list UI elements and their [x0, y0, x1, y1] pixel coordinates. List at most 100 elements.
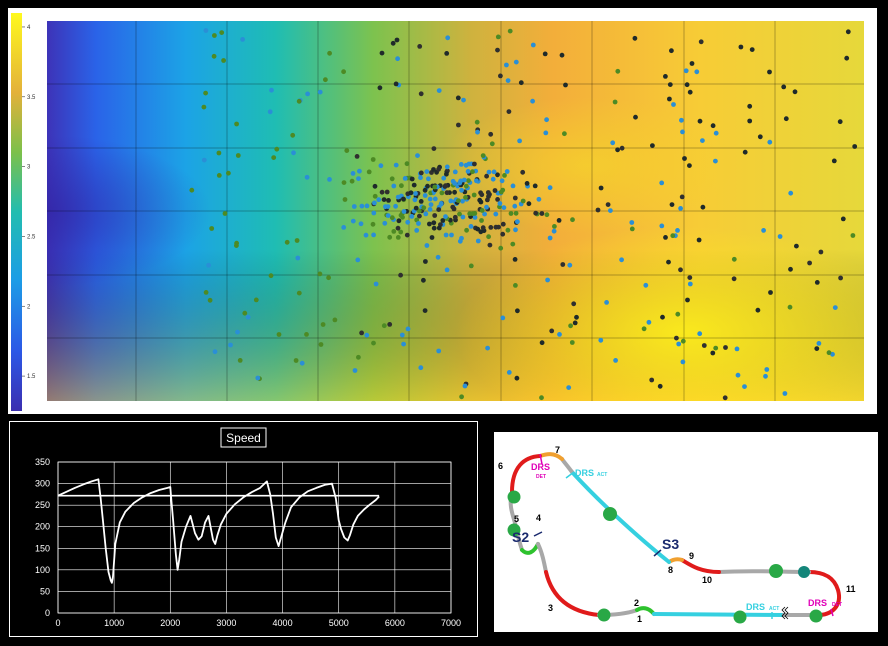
- track-segment-6: [510, 454, 542, 494]
- scatter-point: [479, 208, 485, 213]
- scatter-point: [452, 214, 458, 220]
- scatter-point: [456, 122, 461, 128]
- scatter-point: [294, 238, 300, 243]
- scatter-point: [201, 104, 207, 110]
- colorbar-tick-label: 2.5: [27, 234, 36, 240]
- scatter-point: [489, 141, 495, 147]
- scatter-point: [389, 176, 395, 182]
- scatter-point: [399, 183, 404, 189]
- scatter-point: [417, 44, 423, 49]
- scatter-point: [487, 242, 493, 248]
- scatter-point: [327, 50, 332, 56]
- scatter-point: [595, 207, 601, 213]
- scatter-point: [304, 332, 309, 337]
- scatter-point: [356, 176, 361, 182]
- scatter-point: [515, 308, 520, 314]
- scatter-point: [356, 354, 361, 360]
- drs-activation-sub-top: ACT: [597, 472, 607, 478]
- drs-activation-sub-bottom: ACT: [769, 606, 779, 612]
- scatter-point: [568, 323, 573, 329]
- scatter-point: [530, 98, 535, 104]
- scatter-point: [838, 275, 843, 281]
- scatter-point: [450, 204, 456, 210]
- scatter-point: [669, 202, 675, 208]
- scatter-point: [562, 131, 567, 137]
- scatter-point: [320, 322, 326, 327]
- scatter-point: [443, 232, 449, 238]
- scatter-point: [520, 169, 526, 175]
- scatter-point: [512, 257, 518, 262]
- scatter-point: [431, 167, 436, 172]
- scatter-point: [518, 80, 524, 86]
- scatter-point: [457, 180, 463, 186]
- scatter-point: [783, 116, 789, 122]
- drs-activation-label-bottom: DRS: [746, 602, 765, 612]
- scatter-point: [605, 202, 611, 208]
- scatter-point: [366, 169, 372, 175]
- scatter-point: [472, 161, 477, 167]
- scatter-point: [354, 154, 360, 159]
- scatter-point: [831, 158, 837, 164]
- scatter-point: [560, 262, 566, 267]
- scatter-point: [216, 173, 222, 178]
- scatter-point: [404, 232, 410, 238]
- scatter-point: [467, 142, 472, 148]
- scatter-point: [412, 197, 418, 203]
- scatter-point: [439, 190, 445, 196]
- scatter-point: [660, 314, 665, 320]
- y-tick-label: 0: [45, 608, 50, 618]
- scatter-point: [226, 170, 231, 176]
- scatter-point: [431, 225, 437, 231]
- scatter-point: [646, 319, 652, 325]
- scatter-point: [427, 196, 433, 202]
- scatter-point: [781, 84, 787, 90]
- scatter-point: [670, 233, 676, 239]
- scatter-point: [495, 47, 500, 53]
- scatter-point: [235, 329, 240, 335]
- scatter-point: [694, 69, 700, 75]
- x-tick-label: 3000: [216, 618, 236, 628]
- scatter-point: [680, 129, 685, 135]
- scatter-point: [444, 267, 450, 273]
- scatter-point: [498, 73, 503, 79]
- scatter-point: [482, 211, 487, 217]
- y-tick-label: 100: [35, 565, 50, 575]
- scatter-point: [444, 164, 450, 170]
- x-tick-label: 1000: [104, 618, 124, 628]
- scatter-point: [782, 391, 788, 396]
- scatter-point: [425, 183, 430, 189]
- scatter-point: [687, 163, 692, 169]
- scatter-point: [463, 183, 469, 189]
- scatter-point: [506, 370, 512, 375]
- scatter-point: [678, 267, 683, 273]
- scatter-point: [514, 375, 520, 381]
- scatter-point: [460, 214, 466, 220]
- scatter-point: [816, 341, 822, 346]
- turn-11-label: 11: [846, 584, 856, 594]
- scatter-point: [461, 177, 467, 183]
- scatter-point: [305, 91, 310, 97]
- scatter-point: [604, 300, 609, 305]
- track-segment-5-4: [520, 542, 540, 555]
- scatter-point: [416, 208, 422, 214]
- scatter-point: [379, 189, 385, 195]
- track-segment-2-1: [635, 606, 656, 616]
- scatter-point: [680, 359, 686, 365]
- scatter-point: [436, 207, 442, 213]
- scatter-point: [682, 156, 687, 161]
- scatter-point: [452, 189, 457, 195]
- track-map: 1 2 3 4 5 6 7 8 9 10 11 S2 S3 DRS DET DR…: [498, 445, 856, 624]
- scatter-point: [486, 169, 492, 175]
- scatter-point: [436, 225, 442, 231]
- scatter-point: [710, 350, 716, 356]
- scatter-point: [613, 358, 618, 363]
- scatter-point: [700, 204, 706, 210]
- scatter-point: [219, 30, 225, 35]
- scatter-point: [633, 114, 638, 120]
- speed-series-line: [57, 478, 380, 584]
- scatter-point: [478, 190, 483, 196]
- drs-detection-label-bottom: DRS: [808, 598, 827, 608]
- scatter-point: [471, 192, 477, 198]
- scatter-point: [757, 134, 763, 140]
- scatter-point: [391, 229, 397, 234]
